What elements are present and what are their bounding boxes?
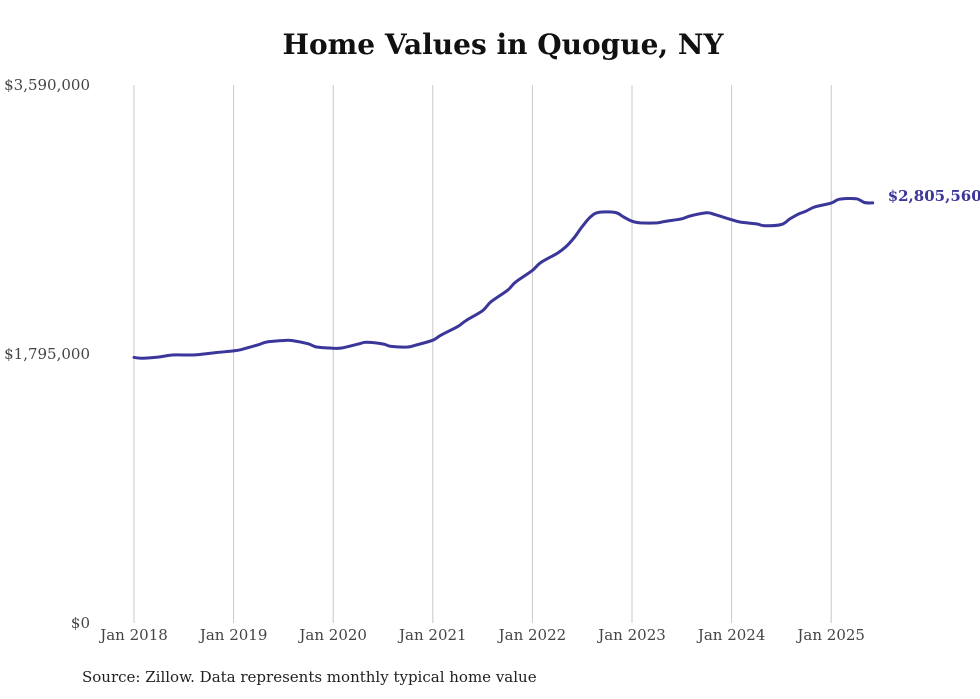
data-point: [390, 345, 393, 348]
y-tick-label: $0: [71, 614, 90, 632]
data-point: [439, 333, 443, 337]
data-point: [730, 218, 733, 221]
data-point: [506, 289, 509, 292]
data-point: [215, 351, 219, 354]
x-axis-ticks: Jan 2018 Jan 2019 Jan 2020 Jan 2021 Jan 2022…: [98, 626, 865, 644]
data-point: [381, 342, 385, 346]
data-point: [680, 217, 683, 221]
data-point: [589, 215, 592, 219]
data-point: [456, 325, 459, 328]
data-point: [788, 217, 791, 221]
data-point: [813, 205, 816, 209]
data-point: [365, 341, 368, 344]
data-point: [431, 339, 434, 342]
data-point: [141, 356, 144, 360]
end-value-label: $2,805,560: [888, 187, 980, 205]
data-point: [863, 201, 866, 204]
data-point: [406, 345, 410, 349]
x-tick-label: Jan 2024: [696, 626, 766, 644]
data-point: [356, 342, 360, 346]
data-point: [240, 348, 244, 351]
data-point: [614, 211, 617, 214]
data-point: [174, 353, 177, 357]
grid-lines: [133, 85, 832, 623]
data-point: [639, 221, 642, 225]
data-point: [597, 211, 600, 214]
data-point: [290, 339, 293, 342]
y-tick-label: $1,795,000: [4, 345, 90, 363]
data-point: [830, 201, 833, 205]
data-point: [157, 355, 161, 359]
data-point: [315, 345, 318, 349]
data-point: [415, 343, 418, 347]
data-point: [332, 346, 335, 350]
data-point: [763, 224, 766, 227]
y-tick-label: $3,590,000: [4, 76, 90, 94]
data-point: [838, 197, 841, 201]
data-point: [871, 201, 874, 205]
x-tick-label: Jan 2020: [297, 626, 367, 644]
data-point: [307, 342, 310, 346]
data-point: [796, 213, 800, 216]
data-point: [282, 339, 285, 342]
data-point: [232, 349, 235, 353]
data-point: [805, 209, 808, 213]
data-point: [166, 354, 169, 357]
data-point: [531, 269, 534, 272]
data-point: [738, 220, 742, 224]
data-point: [854, 197, 858, 200]
data-point: [705, 211, 708, 215]
chart-title: Home Values in Quogue, NY: [282, 28, 724, 61]
data-point: [514, 280, 517, 284]
x-tick-label: Jan 2021: [397, 626, 467, 644]
data-point: [630, 220, 634, 223]
source-note: Source: Zillow. Data represents monthly …: [82, 668, 537, 686]
data-point: [564, 245, 567, 249]
data-point: [199, 353, 202, 356]
data-point: [664, 220, 667, 223]
series-layer: [132, 196, 875, 360]
x-tick-label: Jan 2022: [497, 626, 567, 644]
data-point: [190, 353, 194, 357]
data-point: [581, 225, 584, 228]
data-point: [572, 236, 576, 240]
data-point: [622, 215, 625, 219]
data-point: [539, 261, 542, 264]
series-line-0: [132, 196, 875, 360]
x-tick-label: Jan 2018: [98, 626, 168, 644]
data-point: [132, 356, 136, 359]
x-tick-label: Jan 2023: [596, 626, 666, 644]
data-point: [464, 319, 468, 322]
data-point: [257, 343, 260, 346]
x-tick-label: Jan 2019: [198, 626, 268, 644]
data-point: [688, 214, 692, 218]
x-tick-label: Jan 2025: [795, 626, 865, 644]
data-point: [713, 213, 717, 216]
data-point: [780, 223, 783, 226]
data-point: [489, 300, 493, 304]
data-point: [755, 222, 758, 226]
data-point: [655, 221, 659, 225]
data-point: [481, 309, 484, 312]
data-point: [340, 346, 343, 350]
y-axis-ticks: $0 $1,795,000 $3,590,000: [4, 76, 90, 632]
data-point: [556, 252, 559, 255]
data-point: [265, 340, 268, 344]
